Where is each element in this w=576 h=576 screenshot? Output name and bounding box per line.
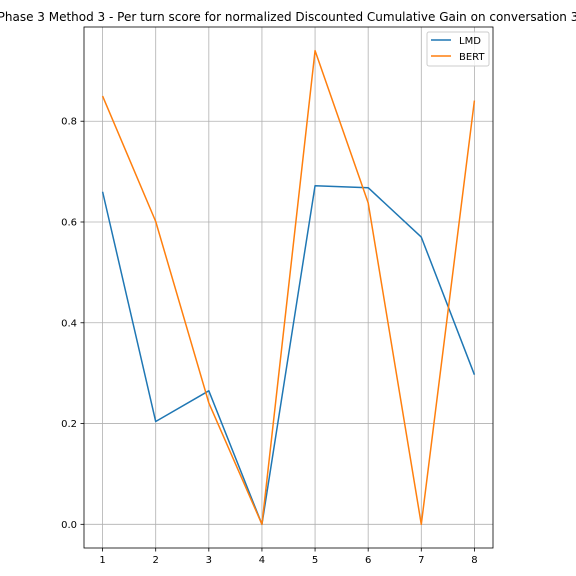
x-tick-label: 4	[259, 555, 265, 566]
legend-label-lmd: LMD	[459, 36, 481, 47]
y-tick-label: 0.4	[61, 318, 77, 329]
y-tick-label: 0.0	[61, 520, 77, 531]
y-tick-label: 0.2	[61, 419, 77, 430]
y-tick-label: 0.8	[61, 117, 77, 128]
legend-label-bert: BERT	[459, 52, 485, 63]
x-tick-label: 8	[471, 555, 477, 566]
x-tick-label: 5	[312, 555, 318, 566]
series-line-bert	[101, 49, 476, 526]
legend: LMD BERT	[426, 31, 490, 67]
x-tick-label: 6	[365, 555, 371, 566]
y-axis: 0.0 0.2 0.4 0.6 0.8	[61, 117, 84, 531]
chart-title: Phase 3 Method 3 - Per turn score for no…	[0, 10, 576, 24]
x-tick-label: 2	[153, 555, 159, 566]
x-tick-label: 1	[99, 555, 105, 566]
x-axis: 1 2 3 4 5 6 7 8	[99, 548, 478, 566]
x-tick-label: 3	[206, 555, 212, 566]
series-line-lmd	[101, 184, 476, 526]
series-lines	[101, 49, 476, 526]
grid	[84, 27, 493, 548]
plot-frame	[83, 26, 494, 549]
y-tick-label: 0.6	[61, 217, 77, 228]
x-tick-label: 7	[418, 555, 424, 566]
